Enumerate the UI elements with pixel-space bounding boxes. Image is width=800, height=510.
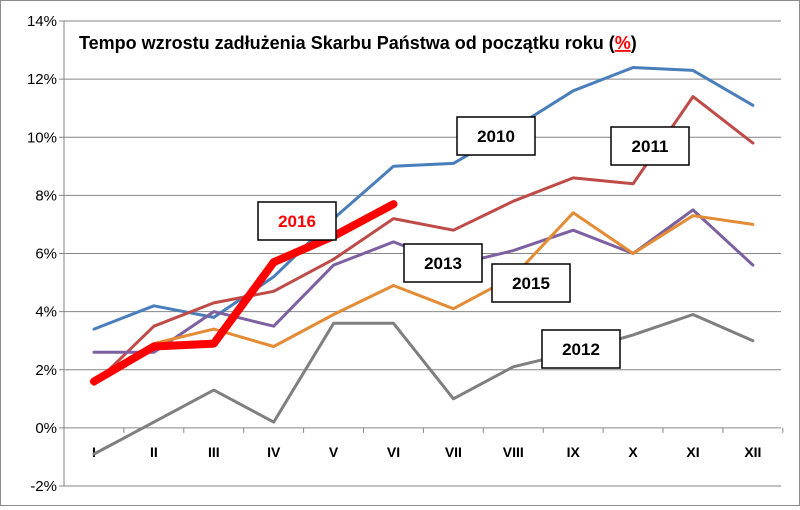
x-tick-label: VIII (503, 444, 524, 460)
label-text-2013: 2013 (424, 254, 462, 273)
label-box-2016 (257, 201, 337, 241)
y-tick-label: 12% (27, 71, 57, 88)
x-tick-label: XI (686, 444, 699, 460)
x-tick-label: IV (267, 444, 281, 460)
y-tick-label: 0% (35, 420, 57, 437)
label-text-2012: 2012 (562, 340, 600, 359)
series-line-2015 (92, 211, 755, 386)
label-box-2010 (456, 116, 536, 156)
label-box-2011 (610, 126, 690, 166)
x-axis: I II III IV V VI VII VIII IX X XI XII (63, 427, 784, 460)
x-tick-label: II (150, 444, 158, 460)
y-tick-label: 14% (27, 13, 57, 30)
series-line-2010 (92, 66, 755, 331)
series-labels: 2010 2011 2012 2013 2015 2016 (257, 116, 690, 369)
x-tick-label: V (329, 444, 339, 460)
x-tick-label: III (208, 444, 220, 460)
series-lines (90, 66, 755, 456)
y-tick-label: 10% (27, 129, 57, 146)
title-text: Tempo wzrostu zadłużenia Skarbu Państwa … (79, 33, 615, 53)
label-text-2011: 2011 (632, 137, 669, 156)
label-box-2015 (491, 263, 571, 303)
series-line-2016 (90, 200, 398, 386)
x-tick-label: I (92, 444, 96, 460)
series-line-2012 (92, 313, 755, 456)
y-tick-label: 8% (35, 187, 57, 204)
y-axis: -2% 0% 2% 4% 6% 8% 10% 12% 14% (27, 13, 65, 495)
x-tick-label: X (628, 444, 638, 460)
label-text-2015: 2015 (512, 274, 550, 293)
label-text-2016: 2016 (278, 212, 316, 231)
chart-title: Tempo wzrostu zadłużenia Skarbu Państwa … (79, 33, 637, 53)
label-text-2010: 2010 (477, 127, 515, 146)
title-unit: % (615, 33, 631, 53)
title-close: ) (631, 33, 637, 53)
label-box-2012 (541, 329, 621, 369)
x-tick-label: VI (387, 444, 400, 460)
x-tick-label: VII (445, 444, 462, 460)
x-tick-label: IX (567, 444, 581, 460)
series-line-2011 (92, 95, 755, 386)
label-box-2013 (403, 243, 483, 283)
y-tick-label: 4% (35, 304, 57, 321)
x-tick-label: XII (744, 444, 761, 460)
y-tick-label: 6% (35, 246, 57, 263)
y-tick-label: -2% (30, 478, 57, 495)
y-tick-label: 2% (35, 362, 57, 379)
